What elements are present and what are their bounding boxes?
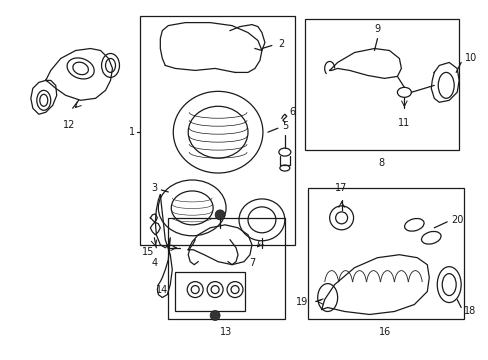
Text: 13: 13 — [220, 328, 232, 337]
Text: 19: 19 — [295, 297, 307, 306]
Text: 10: 10 — [464, 54, 476, 63]
Text: 16: 16 — [379, 328, 391, 337]
Bar — [304, 19, 458, 150]
Text: 8: 8 — [378, 158, 384, 168]
Text: 7: 7 — [248, 258, 255, 268]
Text: 5: 5 — [281, 121, 287, 131]
Text: 2: 2 — [277, 39, 284, 49]
Bar — [140, 15, 294, 245]
Text: 18: 18 — [463, 306, 475, 316]
Text: 15: 15 — [142, 247, 154, 257]
Bar — [175, 272, 244, 311]
Text: 12: 12 — [62, 120, 75, 130]
Bar — [168, 218, 285, 319]
Bar — [307, 188, 463, 319]
Text: 9: 9 — [374, 23, 380, 33]
Text: 17: 17 — [335, 183, 347, 193]
Text: 4: 4 — [151, 258, 157, 268]
Text: 14: 14 — [156, 284, 168, 294]
Text: 6: 6 — [289, 107, 295, 117]
Circle shape — [210, 310, 220, 320]
Text: 11: 11 — [397, 118, 409, 128]
Text: 3: 3 — [151, 183, 157, 193]
Text: 20: 20 — [450, 215, 463, 225]
Circle shape — [215, 210, 224, 220]
Text: 1: 1 — [129, 127, 135, 137]
